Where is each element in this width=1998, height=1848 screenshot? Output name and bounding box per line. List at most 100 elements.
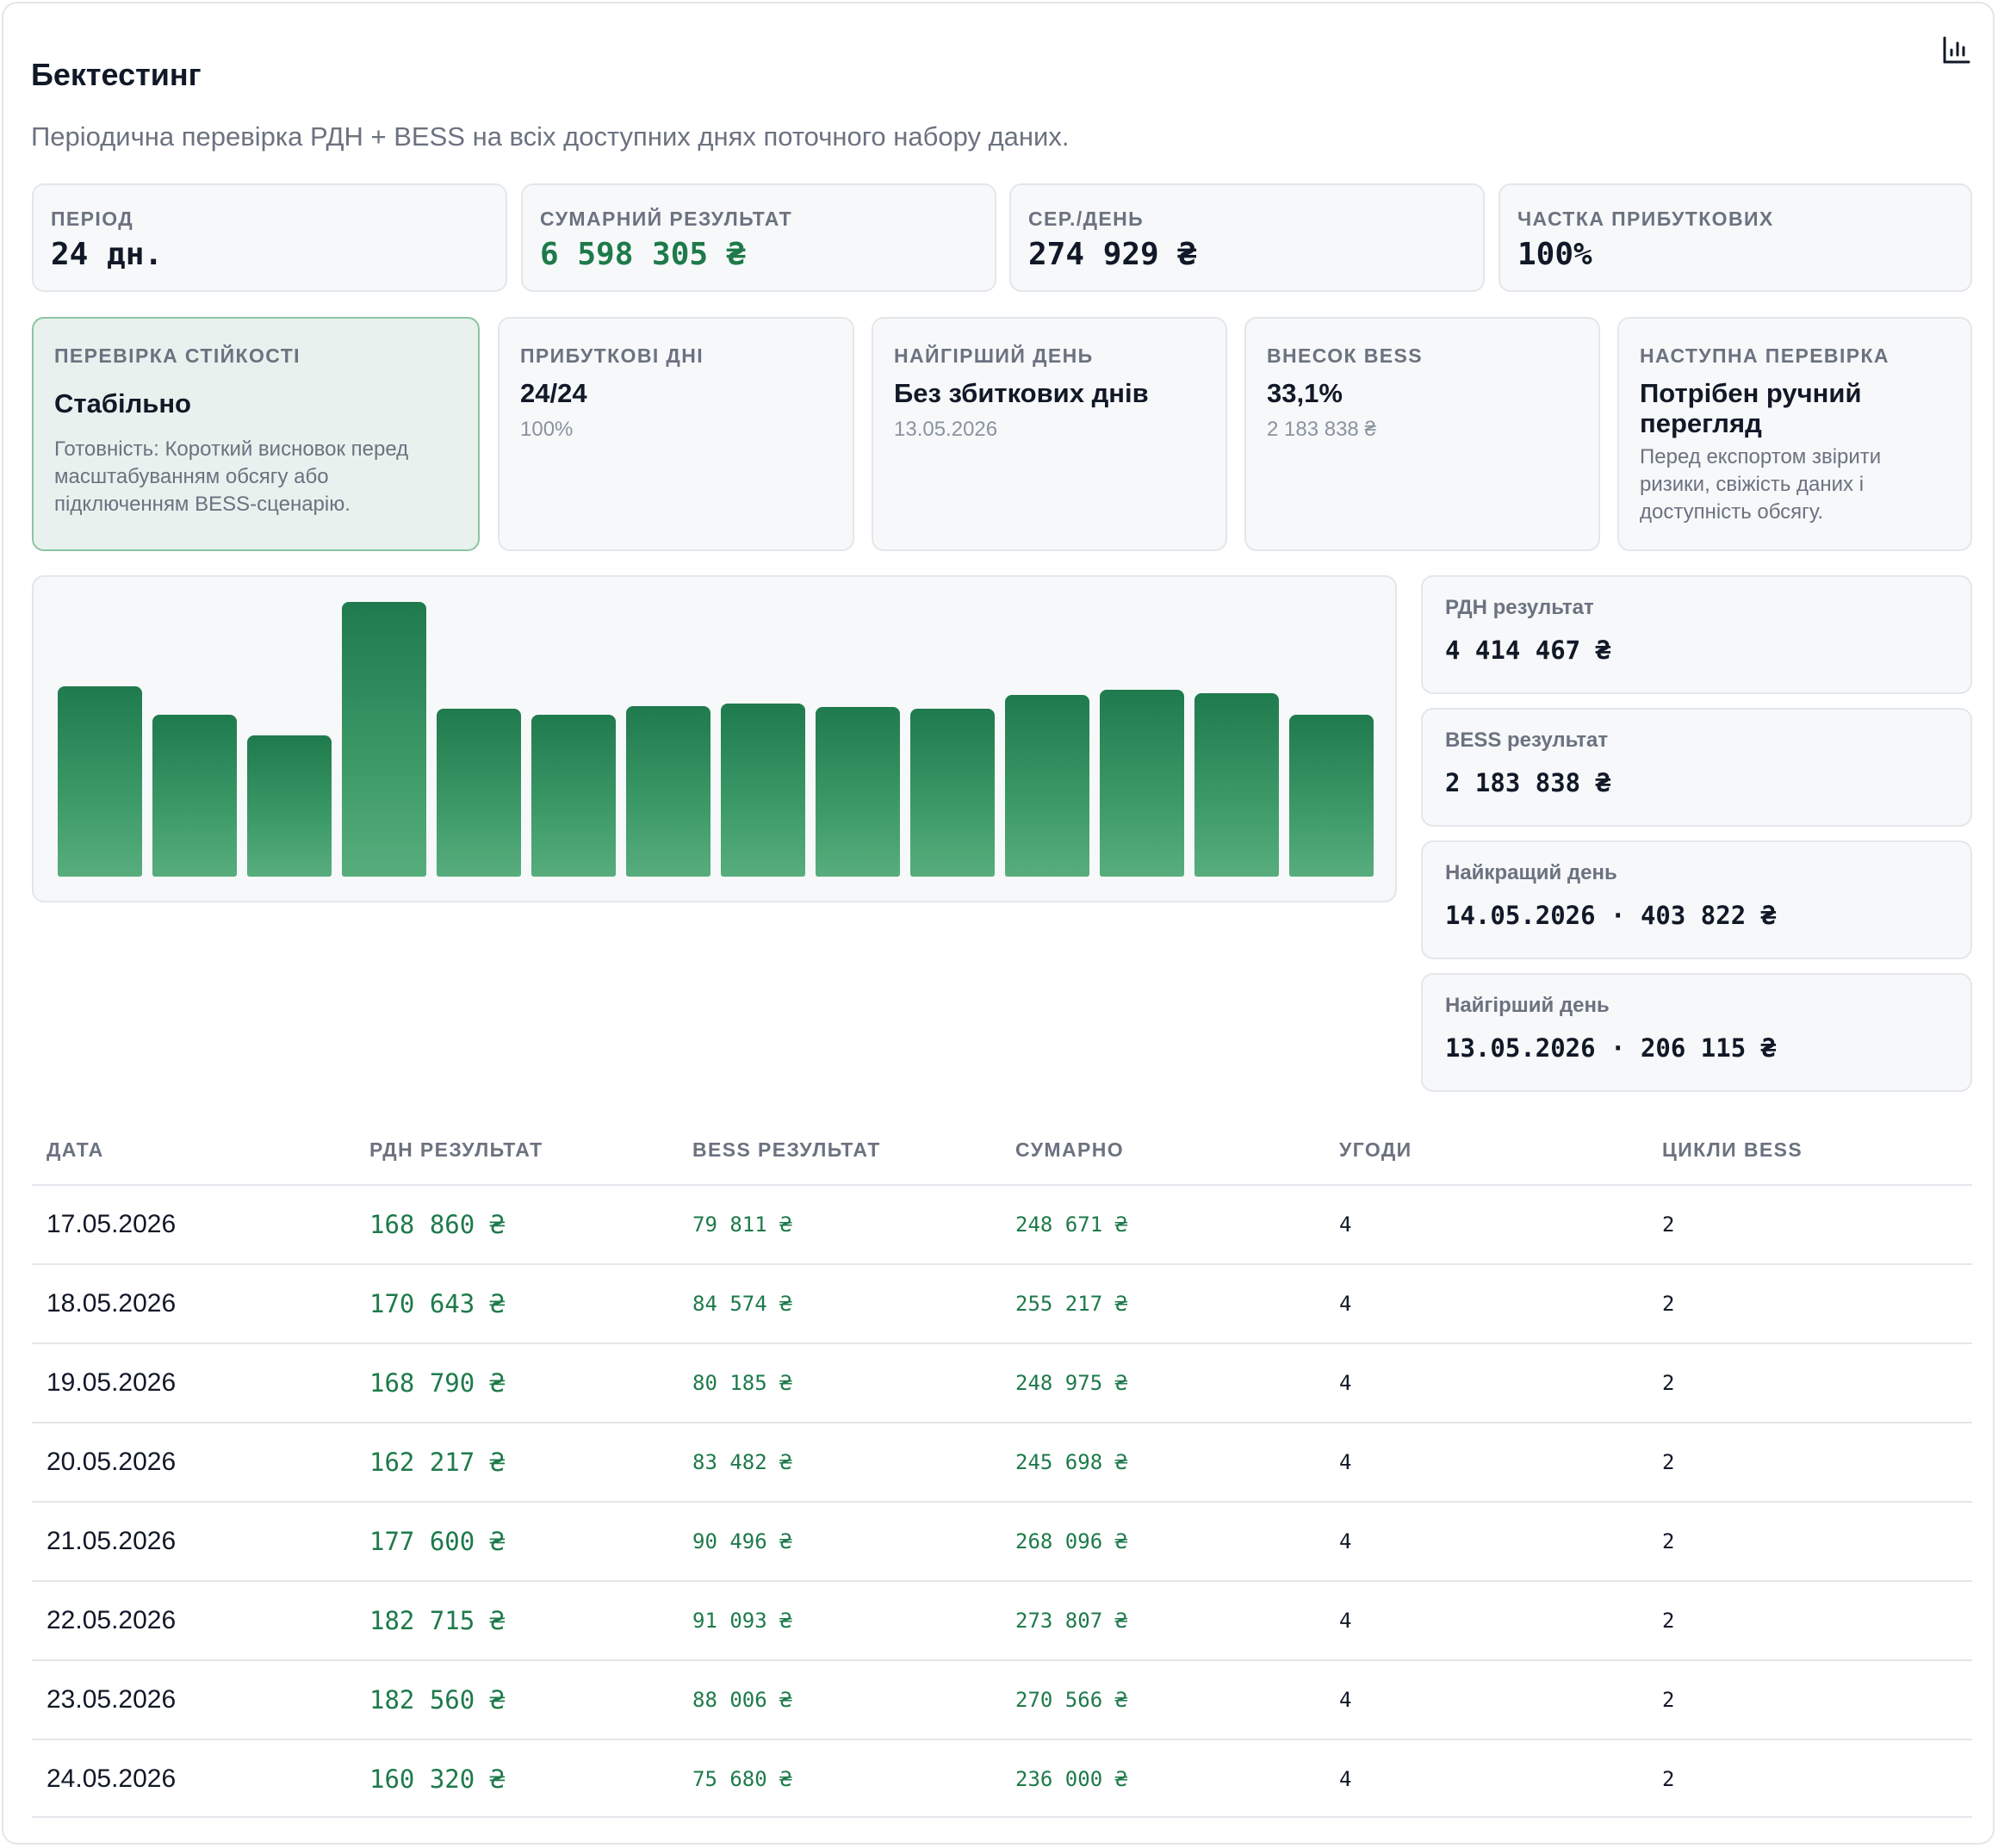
table-row[interactable]: 19.05.2026 168 790 ₴ 80 185 ₴ 248 975 ₴ 4 2 (32, 1343, 1972, 1422)
kpi-card-period: ПЕРІОД 24 дн. (32, 183, 507, 292)
kpi-card-profitable-share: ЧАСТКА ПРИБУТКОВИХ 100% (1498, 183, 1972, 292)
cell-deals: 4 (1339, 1609, 1352, 1633)
stability-value: Стабільно (54, 388, 191, 419)
cell-bess-result: 84 574 ₴ (692, 1292, 792, 1316)
cell-date: 17.05.2026 (47, 1210, 177, 1238)
cell-rdn-result: 177 600 ₴ (369, 1527, 506, 1556)
cell-bess-cycles: 2 (1662, 1529, 1675, 1553)
kpi-value: 274 929 ₴ (1028, 237, 1197, 272)
next-check-label: НАСТУПНА ПЕРЕВІРКА (1640, 344, 1889, 367)
table-row[interactable]: 24.05.2026 160 320 ₴ 75 680 ₴ 236 000 ₴ 4 2 (32, 1739, 1972, 1818)
cell-sum: 248 671 ₴ (1015, 1212, 1128, 1237)
chart-bar[interactable] (531, 715, 616, 877)
chart-bar[interactable] (1005, 695, 1089, 877)
table-row[interactable]: 20.05.2026 162 217 ₴ 83 482 ₴ 245 698 ₴ 4 2 (32, 1422, 1972, 1501)
cell-bess-result: 80 185 ₴ (692, 1371, 792, 1395)
stability-label: ПЕРЕВІРКА СТІЙКОСТІ (54, 344, 301, 367)
next-check-description: Перед експортом звірити ризики, свіжість… (1640, 445, 1882, 524)
bar-chart-icon[interactable] (1941, 36, 1970, 65)
chart-bar[interactable] (910, 709, 995, 877)
table-row[interactable]: 21.05.2026 177 600 ₴ 90 496 ₴ 268 096 ₴ 4 2 (32, 1501, 1972, 1580)
cell-date: 22.05.2026 (47, 1606, 177, 1634)
bess-result-card: BESS результат 2 183 838 ₴ (1421, 708, 1972, 827)
worst-day-card: НАЙГІРШИЙ ДЕНЬ Без збиткових днів 13.05.… (872, 317, 1227, 551)
table-row[interactable]: 18.05.2026 170 643 ₴ 84 574 ₴ 255 217 ₴ 4 2 (32, 1263, 1972, 1343)
col-header-cycles: ЦИКЛИ BESS (1662, 1138, 1803, 1161)
cell-bess-result: 91 093 ₴ (692, 1609, 792, 1633)
bess-share-sub: 2 183 838 ₴ (1267, 418, 1376, 441)
chart-bar[interactable] (816, 707, 900, 877)
page-title: Бектестинг (31, 57, 202, 92)
page-subtitle: Періодична перевірка РДН + BESS на всіх … (31, 121, 1070, 152)
worst-day-side-label: Найгірший день (1445, 994, 1610, 1017)
cell-bess-result: 75 680 ₴ (692, 1767, 792, 1791)
table-row[interactable]: 23.05.2026 182 560 ₴ 88 006 ₴ 270 566 ₴ 4 2 (32, 1659, 1972, 1739)
cell-deals: 4 (1339, 1292, 1352, 1316)
cell-bess-result: 79 811 ₴ (692, 1212, 792, 1237)
cell-bess-result: 90 496 ₴ (692, 1529, 792, 1553)
rdn-result-card: РДН результат 4 414 467 ₴ (1421, 575, 1972, 694)
cell-bess-cycles: 2 (1662, 1688, 1675, 1712)
worst-day-sub: 13.05.2026 (894, 418, 998, 441)
cell-sum: 245 698 ₴ (1015, 1450, 1128, 1474)
cell-deals: 4 (1339, 1767, 1352, 1791)
cell-date: 19.05.2026 (47, 1368, 177, 1397)
cell-date: 23.05.2026 (47, 1685, 177, 1714)
col-header-deals: УГОДИ (1339, 1138, 1412, 1161)
cell-sum: 273 807 ₴ (1015, 1609, 1128, 1633)
chart-bar[interactable] (626, 706, 710, 877)
cell-deals: 4 (1339, 1529, 1352, 1553)
col-header-sum: СУМАРНО (1015, 1138, 1125, 1161)
table-row[interactable]: 17.05.2026 168 860 ₴ 79 811 ₴ 248 671 ₴ 4 2 (32, 1184, 1972, 1263)
cell-date: 20.05.2026 (47, 1448, 177, 1476)
best-day-value: 14.05.2026 · 403 822 ₴ (1445, 901, 1777, 930)
chart-bar[interactable] (247, 735, 332, 877)
kpi-label: СЕР./ДЕНЬ (1028, 208, 1145, 230)
cell-date: 18.05.2026 (47, 1289, 177, 1318)
cell-bess-cycles: 2 (1662, 1450, 1675, 1474)
cell-deals: 4 (1339, 1371, 1352, 1395)
best-day-card: Найкращий день 14.05.2026 · 403 822 ₴ (1421, 840, 1972, 959)
bess-result-value: 2 183 838 ₴ (1445, 768, 1611, 797)
daily-results-chart (32, 575, 1397, 902)
cell-rdn-result: 182 560 ₴ (369, 1685, 506, 1715)
chart-bar[interactable] (58, 686, 142, 877)
bess-result-label: BESS результат (1445, 729, 1609, 752)
chart-bar[interactable] (152, 715, 237, 877)
cell-bess-cycles: 2 (1662, 1767, 1675, 1791)
rdn-result-value: 4 414 467 ₴ (1445, 636, 1611, 665)
chart-bar[interactable] (437, 709, 521, 877)
chart-bar[interactable] (1100, 690, 1184, 877)
cell-sum: 236 000 ₴ (1015, 1767, 1128, 1791)
cell-rdn-result: 160 320 ₴ (369, 1764, 506, 1794)
col-header-rdn: РДН РЕЗУЛЬТАТ (369, 1138, 543, 1161)
bess-share-value: 33,1% (1267, 378, 1343, 408)
table-row[interactable]: 22.05.2026 182 715 ₴ 91 093 ₴ 273 807 ₴ 4 2 (32, 1580, 1972, 1659)
cell-bess-result: 88 006 ₴ (692, 1688, 792, 1712)
stability-description: Готовність: Короткий висновок перед масш… (54, 437, 409, 516)
kpi-label: СУМАРНИЙ РЕЗУЛЬТАТ (540, 208, 793, 230)
best-day-label: Найкращий день (1445, 861, 1617, 884)
worst-day-label: НАЙГІРШИЙ ДЕНЬ (894, 344, 1094, 367)
profitable-days-card: ПРИБУТКОВІ ДНІ 24/24 100% (498, 317, 854, 551)
worst-day-side-value: 13.05.2026 · 206 115 ₴ (1445, 1033, 1777, 1063)
worst-day-value: Без збиткових днів (894, 378, 1149, 408)
chart-bar[interactable] (1289, 715, 1374, 877)
next-check-card: НАСТУПНА ПЕРЕВІРКА Потрібен ручний перег… (1617, 317, 1972, 551)
cell-sum: 270 566 ₴ (1015, 1688, 1128, 1712)
kpi-card-total-result: СУМАРНИЙ РЕЗУЛЬТАТ 6 598 305 ₴ (521, 183, 996, 292)
cell-rdn-result: 168 860 ₴ (369, 1210, 506, 1239)
cell-rdn-result: 168 790 ₴ (369, 1368, 506, 1398)
profitable-days-sub: 100% (520, 418, 574, 441)
cell-bess-result: 83 482 ₴ (692, 1450, 792, 1474)
bess-share-label: ВНЕСОК BESS (1267, 344, 1423, 367)
stability-check-card: ПЕРЕВІРКА СТІЙКОСТІ Стабільно Готовність… (32, 317, 480, 551)
cell-rdn-result: 162 217 ₴ (369, 1448, 506, 1477)
chart-bar[interactable] (1194, 693, 1279, 877)
cell-rdn-result: 182 715 ₴ (369, 1606, 506, 1635)
chart-bar[interactable] (342, 602, 426, 877)
col-header-bess: BESS РЕЗУЛЬТАТ (692, 1138, 881, 1161)
cell-date: 21.05.2026 (47, 1527, 177, 1555)
cell-sum: 248 975 ₴ (1015, 1371, 1128, 1395)
chart-bar[interactable] (721, 704, 805, 877)
